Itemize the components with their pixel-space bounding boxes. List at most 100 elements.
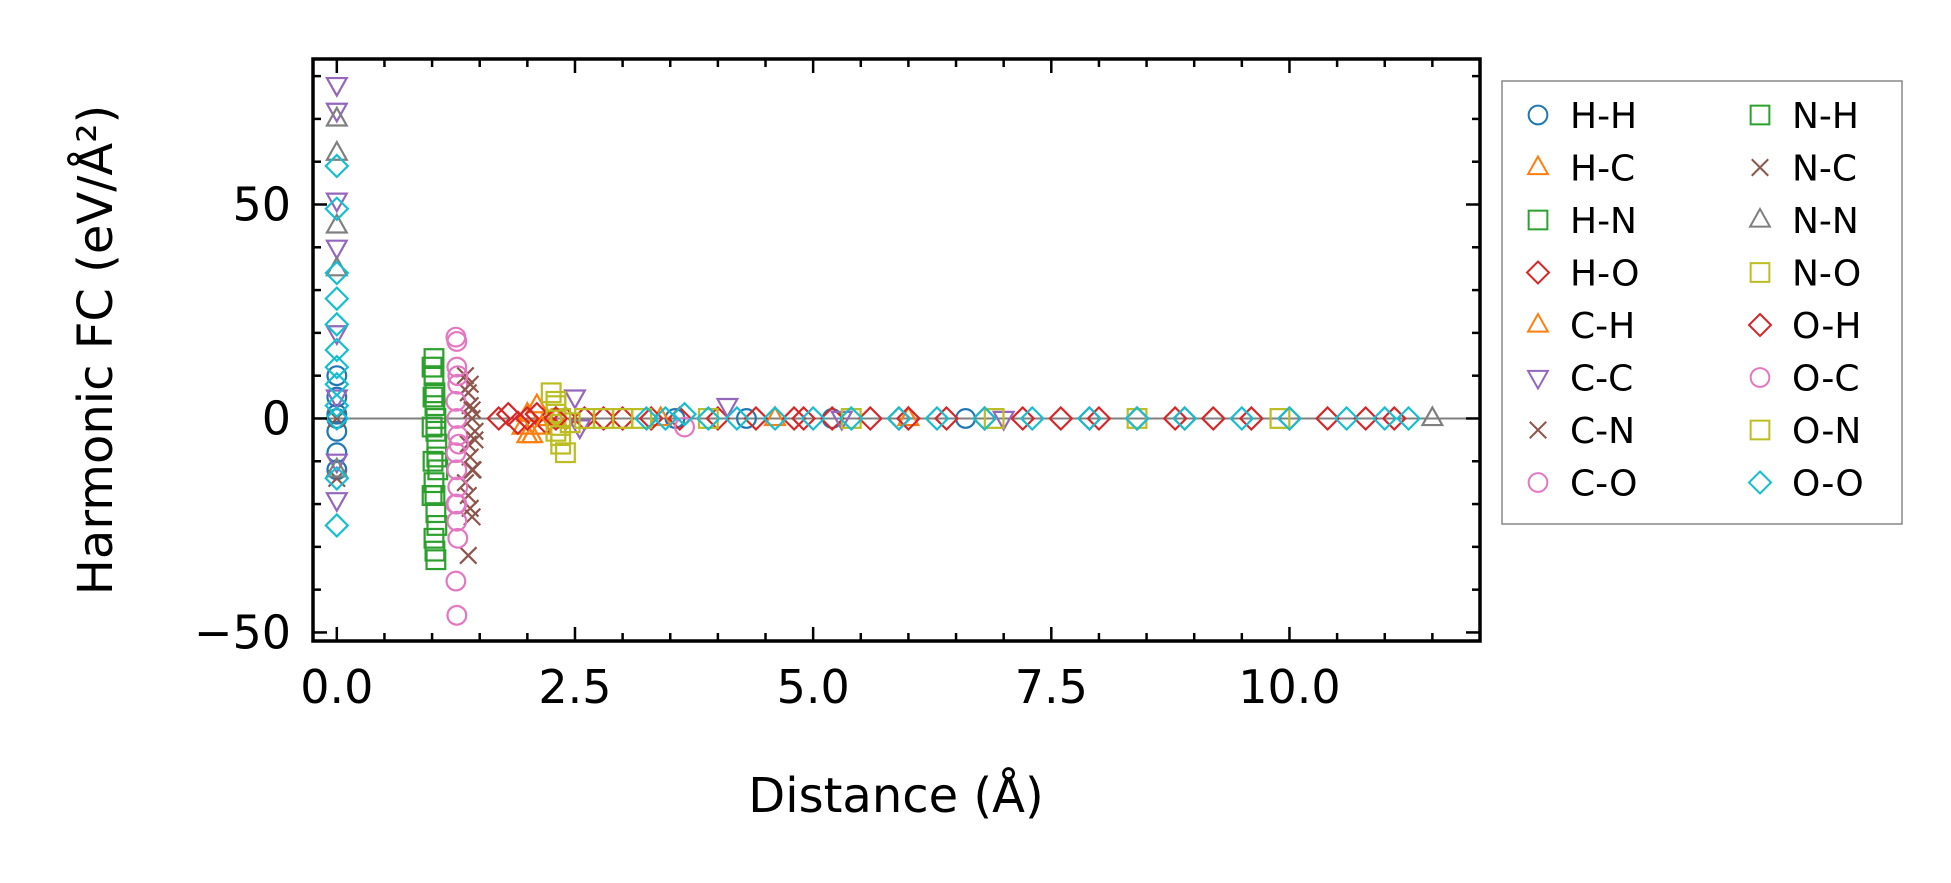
- legend-marker: [1529, 421, 1547, 439]
- data-point-n-n: [325, 105, 349, 127]
- legend-marker: [1749, 419, 1771, 441]
- x-tick-label: 2.5: [538, 660, 611, 714]
- data-point-h-c: [525, 392, 549, 414]
- data-point-n-c: [461, 375, 480, 394]
- legend-label: H-H: [1570, 96, 1637, 137]
- data-point-n-n: [325, 212, 349, 234]
- data-point-h-n: [425, 502, 447, 524]
- legend-entry-n-n: N-N: [1748, 201, 1859, 242]
- data-point-o-n: [1126, 408, 1148, 429]
- data-point-h-n: [426, 433, 448, 455]
- data-point-n-h: [421, 485, 443, 506]
- data-point-h-o: [819, 405, 845, 432]
- data-point-o-o: [1019, 405, 1045, 432]
- data-point-h-o: [610, 405, 636, 432]
- data-point-n-h: [421, 356, 443, 378]
- data-point-o-o: [1124, 405, 1150, 432]
- data-point-o-o: [324, 465, 350, 491]
- legend-label: C-H: [1570, 306, 1635, 347]
- legend-marker: [1747, 470, 1773, 495]
- data-point-h-n: [423, 472, 445, 494]
- data-point-o-o: [838, 405, 864, 432]
- data-point-o-o: [924, 405, 950, 432]
- data-point-n-n: [325, 456, 349, 478]
- data-point-c-o: [445, 570, 467, 592]
- data-point-h-o: [1238, 405, 1264, 432]
- data-point-h-n: [424, 382, 446, 404]
- data-point-c-o: [445, 442, 467, 464]
- legend-entry-o-o: O-O: [1747, 464, 1864, 505]
- data-point-o-o: [324, 260, 350, 286]
- legend-entry-h-h: H-H: [1527, 96, 1637, 137]
- legend-entry-h-n: H-N: [1527, 201, 1637, 242]
- data-point-n-h: [421, 416, 443, 438]
- series-o-n: [545, 390, 1291, 447]
- legend-entry-n-c: N-C: [1751, 149, 1857, 190]
- data-point-c-o: [446, 408, 468, 429]
- data-point-c-o: [445, 390, 467, 412]
- data-point-n-o: [555, 442, 576, 464]
- data-point-n-c: [465, 430, 484, 449]
- data-point-h-o: [505, 410, 531, 436]
- data-point-o-o: [324, 405, 350, 432]
- x-tick-label: 5.0: [777, 660, 850, 714]
- y-tick-label: −50: [194, 605, 291, 659]
- legend: H-H H-C H-N H-O C-H C-C C-N C-O N-H N-C N-N N-O O-H O…: [1501, 80, 1903, 525]
- series-n-h: [421, 356, 444, 506]
- data-point-c-c: [325, 492, 349, 514]
- y-tick-label: 0: [262, 391, 291, 445]
- legend-entry-h-c: H-C: [1526, 149, 1635, 190]
- data-point-c-c: [325, 239, 349, 261]
- x-tick-label: 7.5: [1015, 660, 1088, 714]
- data-point-o-n: [983, 408, 1005, 429]
- data-point-h-o: [895, 405, 921, 432]
- data-point-h-o: [1200, 405, 1226, 432]
- x-tick-label: 10.0: [1238, 660, 1340, 714]
- legend-entry-o-h: O-H: [1747, 306, 1861, 347]
- data-point-h-o: [1010, 405, 1036, 432]
- x-axis-title: Distance (Å): [748, 767, 1043, 824]
- data-point-c-o: [447, 373, 469, 395]
- data-point-c-o: [446, 356, 468, 378]
- legend-marker: [1527, 209, 1549, 231]
- legend-marker: [1749, 262, 1771, 283]
- data-point-c-o: [446, 604, 468, 626]
- data-point-h-o: [781, 405, 807, 432]
- plot-area-frame: [311, 57, 1482, 643]
- data-point-h-n: [426, 446, 448, 468]
- data-point-c-o: [446, 459, 468, 481]
- data-point-c-c: [325, 102, 349, 124]
- data-point-h-h: [326, 442, 348, 464]
- data-point-o-o: [324, 337, 350, 363]
- data-point-o-h: [514, 405, 540, 432]
- data-point-o-n: [545, 390, 567, 412]
- legend-entry-c-c: C-C: [1526, 359, 1633, 400]
- legend-marker: [1526, 154, 1550, 176]
- legend-box: [1501, 80, 1903, 525]
- legend-label: N-N: [1792, 201, 1859, 242]
- data-point-c-o: [447, 425, 469, 447]
- data-point-o-o: [324, 311, 350, 337]
- data-point-h-h: [736, 408, 757, 429]
- data-point-o-n: [840, 408, 862, 429]
- data-point-c-n: [456, 366, 475, 385]
- data-point-o-o: [724, 405, 750, 432]
- data-point-c-n: [465, 422, 484, 441]
- data-point-o-c: [447, 365, 469, 387]
- legend-label: N-H: [1792, 96, 1859, 137]
- data-point-c-c: [325, 453, 349, 475]
- legend-label: C-N: [1570, 411, 1635, 452]
- series-n-c: [461, 375, 484, 479]
- legend-label: N-C: [1792, 149, 1857, 190]
- legend-marker: [1526, 369, 1550, 391]
- data-point-h-h: [326, 420, 348, 442]
- legend-marker: [1527, 104, 1549, 126]
- data-point-h-o: [1162, 405, 1188, 432]
- data-point-o-o: [633, 405, 659, 432]
- data-point-o-o: [695, 405, 721, 432]
- data-point-c-o: [674, 416, 695, 438]
- legend-label: H-O: [1570, 254, 1639, 295]
- data-point-h-n: [425, 549, 447, 571]
- data-point-h-n: [425, 420, 447, 442]
- data-point-o-o: [324, 354, 350, 380]
